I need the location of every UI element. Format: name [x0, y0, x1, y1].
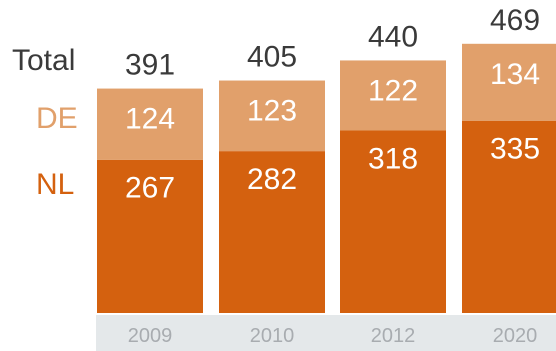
- label-nl-2020: 335: [490, 133, 540, 166]
- legend-de-label: DE: [36, 102, 78, 135]
- bar-de-2020: [462, 43, 556, 121]
- label-total-2009: 391: [125, 49, 175, 82]
- bar-de-2012: [340, 60, 446, 131]
- label-total-2012: 440: [368, 20, 418, 53]
- tick-label-2020: 2020: [493, 325, 538, 347]
- legend-nl-label: NL: [36, 168, 75, 201]
- bar-nl-2012: [340, 130, 446, 313]
- label-nl-2009: 267: [125, 172, 175, 205]
- label-de-2009: 124: [125, 103, 175, 136]
- bar-nl-2009: [97, 159, 203, 313]
- label-de-2020: 134: [490, 58, 540, 91]
- bar-de-2009: [97, 88, 203, 160]
- label-nl-2012: 318: [368, 142, 418, 175]
- bar-nl-2020: [462, 120, 556, 314]
- tick-band: [96, 315, 556, 351]
- tick-label-2012: 2012: [371, 325, 416, 347]
- tick-label-2009: 2009: [128, 325, 173, 347]
- label-total-2010: 405: [247, 41, 297, 74]
- tick-label-2010: 2010: [250, 325, 295, 347]
- legend-total-label: Total: [12, 44, 76, 77]
- label-de-2010: 123: [247, 95, 297, 128]
- label-de-2012: 122: [368, 74, 418, 107]
- bars-group: [97, 43, 556, 314]
- labels-group: 267 124 391 2009 282 123 405 2010 318 122 440 2012 3…: [125, 4, 540, 347]
- label-total-2020: 469: [490, 4, 540, 37]
- label-nl-2010: 282: [247, 163, 297, 196]
- bar-nl-2010: [219, 151, 325, 313]
- bar-de-2010: [219, 80, 325, 152]
